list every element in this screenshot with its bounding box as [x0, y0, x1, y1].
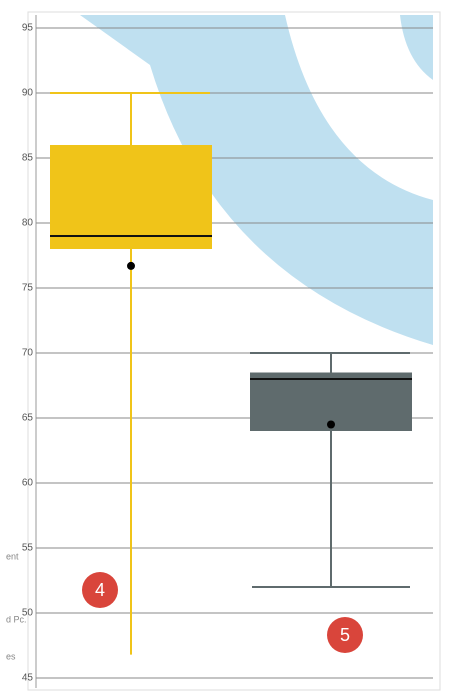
- y-tick-label: 75: [22, 283, 34, 294]
- cut-label: d Pc.: [6, 614, 27, 624]
- badge: [82, 572, 118, 608]
- y-tick-label: 55: [22, 543, 34, 554]
- box: [50, 145, 212, 249]
- background-shape: [80, 15, 433, 345]
- y-tick-label: 45: [22, 673, 34, 684]
- cut-label: es: [6, 651, 16, 661]
- y-tick-label: 60: [22, 478, 34, 489]
- y-tick-label: 65: [22, 413, 34, 424]
- y-tick-label: 85: [22, 153, 34, 164]
- y-tick-label: 50: [22, 608, 34, 619]
- cut-label: ent: [6, 551, 19, 561]
- badge-label: 5: [340, 625, 350, 645]
- plot-area: [50, 92, 412, 655]
- mean-dot: [127, 261, 135, 270]
- background-shape: [400, 15, 433, 80]
- badge-label: 4: [95, 580, 105, 600]
- y-tick-label: 70: [22, 348, 34, 359]
- mean-dot: [327, 420, 335, 429]
- y-tick-label: 90: [22, 88, 34, 99]
- y-tick-label: 95: [22, 23, 34, 34]
- badge: [327, 617, 363, 653]
- y-tick-label: 80: [22, 218, 34, 229]
